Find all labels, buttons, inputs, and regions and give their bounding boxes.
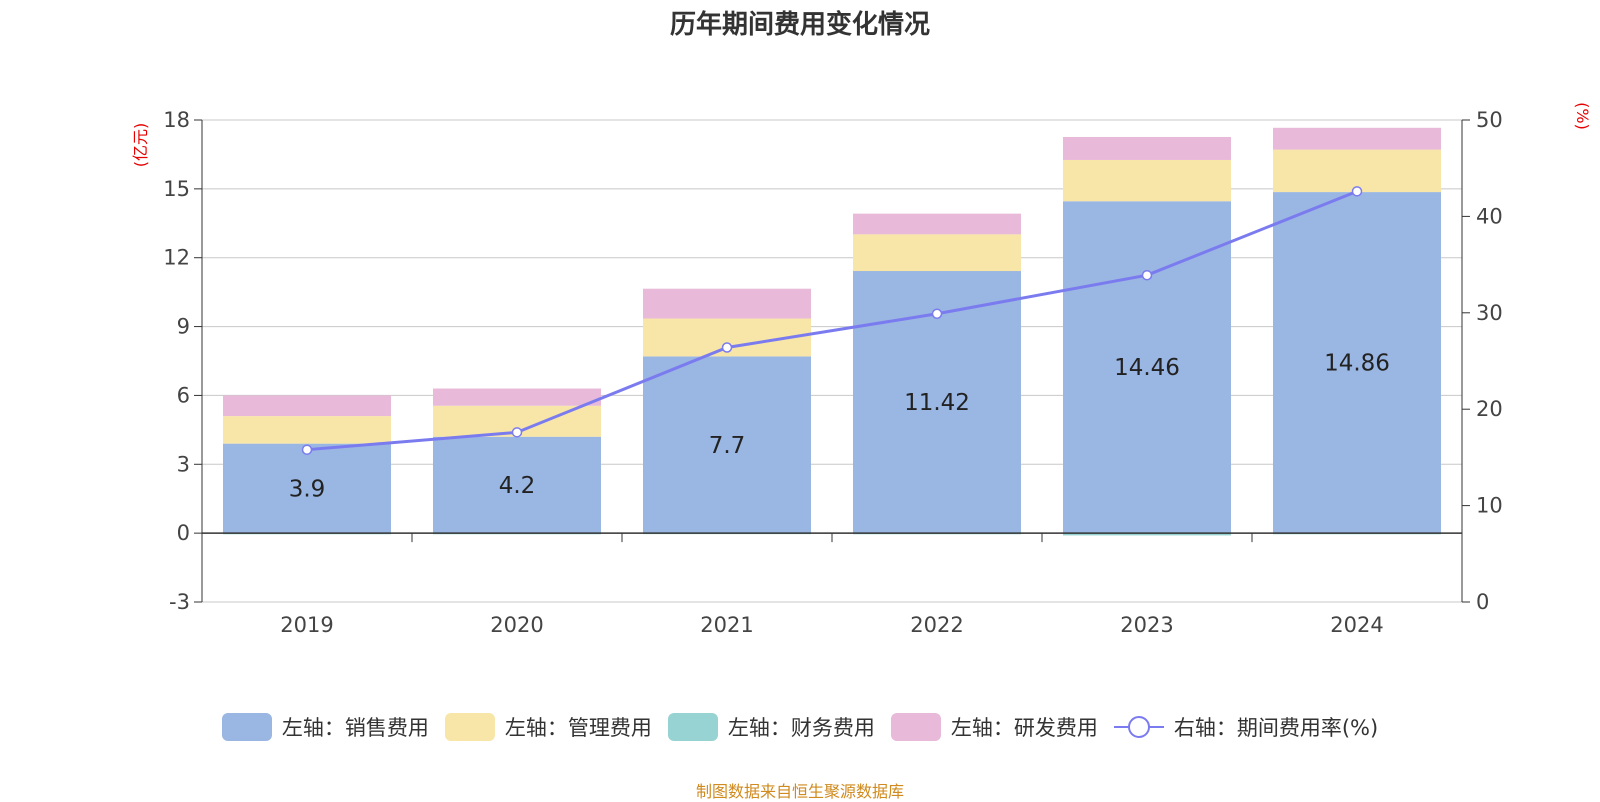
- legend-item-rate[interactable]: 右轴：期间费用率(%): [1113, 712, 1379, 742]
- right-axis-tick-label: 0: [1476, 590, 1489, 614]
- category-label: 2020: [490, 613, 543, 637]
- bar-rd: [433, 388, 601, 406]
- bar-finance: [1063, 533, 1231, 536]
- chart-title: 历年期间费用变化情况: [669, 10, 930, 40]
- bar-sales: [433, 436, 601, 534]
- bar-rd: [1273, 127, 1441, 150]
- right-axis-tick-label: 30: [1476, 301, 1503, 325]
- chart: -3 0 3 6 9 12 15 18 0 10 20 30 40 50 2019 2020 2021 2022 2…: [131, 102, 1592, 637]
- line-marker-icon: [1113, 716, 1164, 738]
- right-axis-unit-label: (%): [1573, 102, 1592, 130]
- data-labels: 3.9 4.2 7.7 11.42 14.46 14.86: [289, 351, 1390, 503]
- left-axis-tick-label: 0: [177, 521, 190, 545]
- bar-sales: [1273, 192, 1441, 534]
- bar-rd: [853, 213, 1021, 235]
- category-label: 2022: [910, 613, 963, 637]
- rate-line: [306, 189, 1358, 452]
- category-label: 2021: [700, 613, 753, 637]
- legend: 左轴：销售费用 左轴：管理费用 左轴：财务费用 左轴：研发费用 右轴：期间费用率…: [0, 712, 1600, 742]
- category-label: 2019: [280, 613, 333, 637]
- category-label: 2024: [1330, 613, 1383, 637]
- legend-label-sales: 左轴：销售费用: [281, 716, 429, 740]
- bar-admin: [1063, 159, 1231, 202]
- rate-point: [931, 308, 943, 320]
- bar-sales: [643, 356, 811, 534]
- bar-rd: [1063, 136, 1231, 160]
- legend-swatch-admin: [444, 713, 495, 741]
- data-label: 11.42: [904, 390, 970, 416]
- legend-label-finance: 左轴：财务费用: [727, 716, 875, 740]
- legend-label-rate: 右轴：期间费用率(%): [1173, 716, 1379, 740]
- left-axis-tick-label: 18: [163, 108, 190, 132]
- bar-admin: [223, 416, 391, 444]
- legend-swatch-rd: [890, 713, 941, 741]
- right-axis-tick-label: 10: [1476, 494, 1503, 518]
- left-axis-tick-label: 12: [163, 246, 190, 270]
- bar-rd: [643, 288, 811, 319]
- right-axis-tick-label: 40: [1476, 204, 1503, 228]
- legend-label-admin: 左轴：管理费用: [504, 716, 652, 740]
- bar-rd: [223, 395, 391, 417]
- legend-item-sales[interactable]: 左轴：销售费用: [221, 712, 429, 742]
- left-axis-tick-label: 6: [177, 383, 190, 407]
- legend-item-finance[interactable]: 左轴：财务费用: [667, 712, 875, 742]
- legend-swatch-finance: [667, 713, 718, 741]
- right-axis-tick-label: 20: [1476, 397, 1503, 421]
- rate-line-layer: [301, 186, 1363, 455]
- left-axis-tick-label: -3: [169, 590, 190, 614]
- axes: -3 0 3 6 9 12 15 18 0 10 20 30 40 50 2019 2020 2021 2022 2…: [163, 108, 1502, 637]
- data-label: 4.2: [499, 473, 536, 499]
- left-axis-tick-label: 3: [177, 452, 190, 476]
- legend-label-rd: 左轴：研发费用: [950, 716, 1098, 740]
- left-axis-tick-label: 9: [177, 315, 190, 339]
- rate-point: [1351, 186, 1363, 197]
- bar-admin: [1273, 149, 1441, 193]
- left-axis-unit-label: (亿元): [131, 123, 150, 168]
- data-label: 3.9: [289, 476, 326, 502]
- rate-point: [1141, 269, 1153, 281]
- legend-item-rd[interactable]: 左轴：研发费用: [890, 712, 1098, 742]
- gridlines: [202, 119, 1462, 603]
- rate-point: [511, 427, 523, 438]
- data-label: 14.86: [1324, 351, 1390, 377]
- legend-item-admin[interactable]: 左轴：管理费用: [444, 712, 652, 742]
- data-label: 14.46: [1114, 355, 1180, 381]
- bar-sales: [223, 443, 391, 534]
- data-label: 7.7: [709, 433, 746, 459]
- rate-point: [721, 342, 733, 353]
- bar-sales: [1063, 201, 1231, 534]
- category-label: 2023: [1120, 613, 1173, 637]
- source-note: 制图数据来自恒生聚源数据库: [695, 782, 904, 801]
- rate-point: [301, 444, 313, 455]
- legend-swatch-sales: [221, 713, 272, 741]
- bar-admin: [853, 234, 1021, 272]
- right-axis-tick-label: 50: [1476, 108, 1503, 132]
- left-axis-tick-label: 15: [163, 177, 190, 201]
